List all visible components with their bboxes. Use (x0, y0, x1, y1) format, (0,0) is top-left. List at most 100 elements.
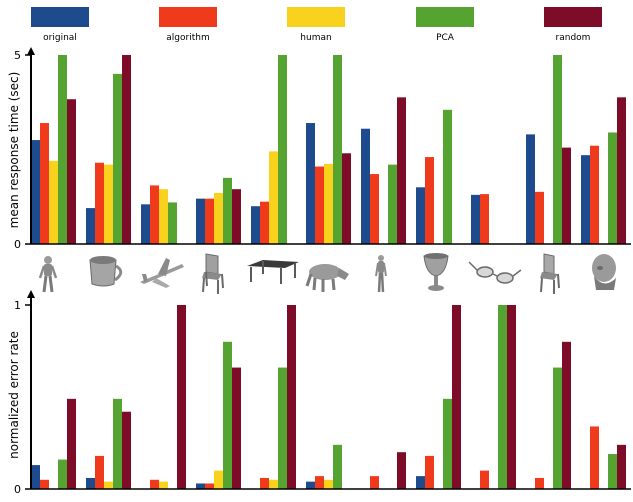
bar-algorithm-model-11 (590, 426, 599, 489)
bar-pca-model-5 (278, 367, 287, 489)
bar-algorithm-model-4 (205, 483, 214, 489)
bar-human-model-4 (214, 470, 223, 489)
bar-random-model-11 (617, 97, 626, 244)
bar-human-model-3 (159, 481, 168, 489)
y-tick-label-max: 1 (14, 299, 21, 312)
bar-random-model-1 (67, 99, 76, 244)
bar-original-model-6 (306, 481, 315, 489)
bar-original-model-8 (416, 187, 425, 244)
bar-human-model-3 (159, 189, 168, 244)
bar-original-model-6 (306, 123, 315, 244)
bar-algorithm-model-5 (260, 477, 269, 489)
bar-random-model-7 (397, 97, 406, 244)
bar-pca-model-1 (58, 459, 67, 489)
bar-algorithm-model-6 (315, 476, 324, 489)
bar-pca-model-1 (58, 55, 67, 244)
goblet-icon (423, 253, 449, 291)
bar-algorithm-model-7 (370, 174, 379, 244)
bar-human-model-6 (324, 479, 333, 489)
bar-algorithm-model-8 (425, 157, 434, 244)
bar-random-model-7 (397, 452, 406, 489)
bar-pca-model-9 (498, 305, 507, 489)
bar-pca-model-11 (608, 132, 617, 244)
legend-swatch-human (287, 7, 345, 27)
bar-human-model-1 (49, 160, 58, 244)
bar-original-model-11 (581, 155, 590, 244)
bar-algorithm-model-3 (150, 185, 159, 244)
bar-random-model-6 (342, 153, 351, 244)
legend-label-algorithm: algorithm (166, 33, 209, 43)
bar-original-model-9 (471, 194, 480, 244)
bar-pca-model-5 (278, 55, 287, 244)
bar-random-model-9 (507, 305, 516, 489)
bar-random-model-4 (232, 189, 241, 244)
bar-original-model-8 (416, 476, 425, 489)
y-axis-label: mean response time (sec) (7, 72, 21, 229)
bar-pca-model-8 (443, 109, 452, 244)
bar-pca-model-2 (113, 73, 122, 245)
bar-random-model-11 (617, 444, 626, 489)
bar-original-model-2 (86, 477, 95, 489)
model-thumbnails (38, 253, 616, 294)
human-figure-icon (375, 255, 387, 293)
bar-algorithm-model-4 (205, 198, 214, 244)
bar-pca-model-10 (553, 55, 562, 244)
bar-algorithm-model-6 (315, 166, 324, 244)
human-figure-icon (38, 256, 58, 293)
bar-random-model-2 (122, 411, 131, 489)
bar-algorithm-model-5 (260, 201, 269, 244)
bar-pca-model-11 (608, 454, 617, 489)
bar-random-model-3 (177, 305, 186, 489)
response-time-chart: 0 5 mean response time (sec) (7, 47, 631, 251)
legend-label-pca: PCA (436, 33, 455, 43)
response-time-bars (31, 55, 626, 245)
bar-algorithm-model-1 (40, 479, 49, 489)
bar-original-model-1 (31, 465, 40, 489)
bar-algorithm-model-10 (535, 477, 544, 489)
bar-pca-model-2 (113, 398, 122, 489)
bar-algorithm-model-9 (480, 194, 489, 244)
bar-random-model-10 (562, 341, 571, 489)
bar-pca-model-8 (443, 398, 452, 489)
bar-pca-model-7 (388, 164, 397, 244)
bar-pca-model-3 (168, 202, 177, 244)
bar-original-model-4 (196, 198, 205, 244)
chair-icon (202, 253, 224, 294)
bar-original-model-10 (526, 134, 535, 244)
bar-human-model-5 (269, 479, 278, 489)
legend-swatch-random (544, 7, 602, 27)
bar-original-model-1 (31, 140, 40, 244)
airplane-icon (140, 258, 184, 288)
bar-random-model-4 (232, 367, 241, 489)
bar-pca-model-4 (223, 341, 232, 489)
legend-label-human: human (300, 33, 331, 43)
error-rate-bars (31, 305, 626, 489)
bar-original-model-7 (361, 128, 370, 244)
bar-random-model-1 (67, 398, 76, 489)
bar-pca-model-4 (223, 177, 232, 244)
bar-original-model-4 (196, 483, 205, 489)
bar-human-model-6 (324, 163, 333, 244)
bar-pca-model-6 (333, 55, 342, 244)
y-axis-arrow-icon (27, 47, 35, 55)
bar-algorithm-model-7 (370, 476, 379, 489)
table-icon (247, 260, 299, 284)
bar-human-model-5 (269, 151, 278, 244)
bar-algorithm-model-1 (40, 123, 49, 244)
bar-algorithm-model-2 (95, 162, 104, 244)
cow-icon (305, 264, 349, 292)
bar-algorithm-model-2 (95, 455, 104, 489)
bar-algorithm-model-3 (150, 479, 159, 489)
y-axis-arrow-icon (27, 290, 35, 298)
bar-human-model-2 (104, 481, 113, 489)
bar-random-model-2 (122, 55, 131, 244)
bar-human-model-4 (214, 192, 223, 244)
head-bust-icon (592, 254, 616, 290)
chair-icon (540, 253, 560, 294)
bar-random-model-5 (287, 305, 296, 489)
legend-swatch-algorithm (159, 7, 217, 27)
bar-algorithm-model-9 (480, 470, 489, 489)
y-tick-label-0: 0 (14, 483, 21, 496)
y-axis-label: normalized error rate (7, 331, 21, 459)
